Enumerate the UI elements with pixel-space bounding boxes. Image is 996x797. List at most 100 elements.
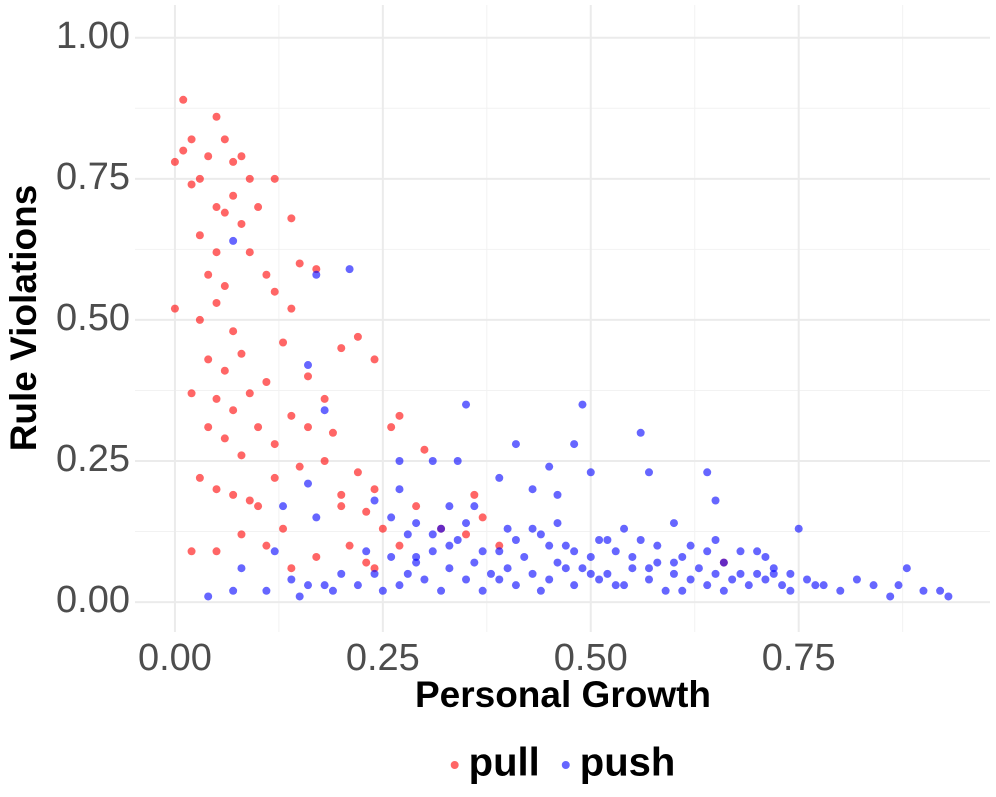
point [262,270,271,279]
point [279,338,288,347]
point [636,536,645,545]
point [678,586,687,595]
point [869,581,878,590]
point [570,547,579,556]
point [395,581,404,590]
point [495,547,504,556]
point [553,519,562,528]
point [553,490,562,499]
point [445,541,454,550]
point [262,377,271,386]
x-tick-label: 0.00 [138,637,212,679]
point [545,462,554,471]
point [395,457,404,465]
point [511,536,520,545]
point [470,558,479,567]
point [703,581,712,590]
point [528,485,537,494]
point [819,581,828,590]
point [711,569,720,578]
point [312,270,321,279]
y-tick-label: 0.75 [56,156,130,198]
point [852,575,861,584]
y-tick-label: 0.00 [56,579,130,621]
point [212,112,221,121]
y-tick-label: 0.50 [56,297,130,339]
y-tick-label: 1.00 [56,15,130,57]
point [761,552,770,561]
point [212,547,221,556]
point [345,265,354,274]
point [287,575,296,584]
point [337,569,346,578]
point [229,586,238,595]
point [212,248,221,257]
point [412,552,421,561]
point [478,586,487,595]
point [536,586,545,595]
point [195,473,204,482]
point [653,541,662,550]
grid [135,5,990,632]
point [320,581,329,590]
point [686,575,695,584]
point [445,564,454,573]
point [220,434,229,443]
point [769,569,778,578]
legend-marker [561,761,570,769]
point [270,473,279,482]
point [287,564,296,573]
point [736,547,745,556]
point [462,519,471,528]
point [337,502,346,511]
point [378,586,387,595]
point [195,174,204,183]
point [287,304,296,313]
point [237,451,246,460]
point [428,457,437,465]
point [462,575,471,584]
point [462,400,471,409]
point [719,586,728,595]
point [212,203,221,212]
point [803,575,812,584]
point [204,423,213,432]
point [786,569,795,578]
point [578,400,587,409]
point [179,95,188,104]
point [570,440,579,449]
point [337,344,346,353]
point [545,575,554,584]
point [586,552,595,561]
point [528,524,537,533]
point [653,558,662,567]
point [611,581,620,590]
point [412,519,421,528]
point [669,569,678,578]
point [644,564,653,573]
point [595,536,604,545]
point [237,219,246,228]
point [711,496,720,505]
point [753,569,762,578]
point [603,536,612,545]
point [936,586,945,595]
point [170,304,179,313]
point [794,524,803,533]
point [437,586,446,595]
point [328,428,337,437]
x-axis-title: Personal Growth [415,674,711,715]
point [786,586,795,595]
point [420,575,429,584]
point [254,203,263,212]
x-tick-label: 0.25 [346,637,420,679]
point [595,575,604,584]
point [220,135,229,144]
point [254,423,263,432]
point [486,569,495,578]
point [395,485,404,494]
point [270,287,279,296]
point [195,315,204,324]
point [703,547,712,556]
